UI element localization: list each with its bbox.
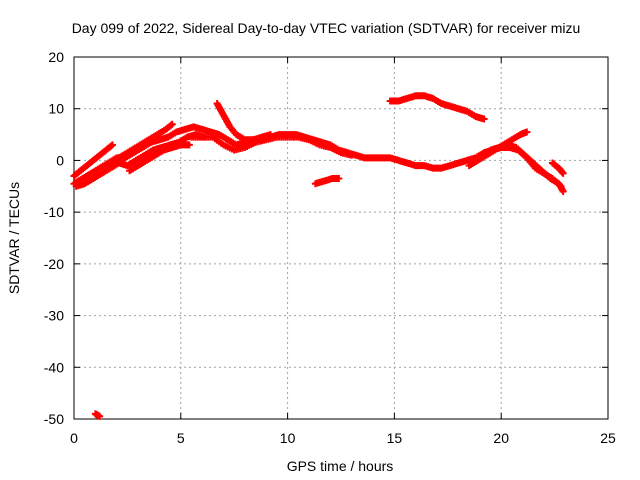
data-point [559,187,567,195]
y-tick-label: 10 [48,101,64,117]
data-point [559,169,567,177]
data-point [107,142,115,150]
data-point [480,115,488,123]
data-series-track-l [548,159,567,177]
x-tick-label: 20 [493,430,509,446]
x-tick-label: 5 [177,430,185,446]
y-tick-label: -20 [44,256,64,272]
data-series-track-e [126,141,193,175]
data-point [96,412,104,420]
x-tick-label: 25 [600,430,616,446]
data-points [70,92,567,420]
data-series-track-k [487,141,567,195]
y-axis-label: SDTVAR / TECUs [6,182,22,294]
data-series-track-g [187,133,356,159]
data-point [335,175,343,183]
y-tick-label: 20 [48,49,64,65]
data-series-track-m [91,410,104,420]
y-tick-label: 0 [56,152,64,168]
x-tick-label: 0 [70,430,78,446]
grid-lines [74,57,608,419]
data-point [108,141,116,149]
data-point [168,120,176,128]
data-point [185,141,193,149]
axis-ticks [73,56,609,420]
data-point [348,151,356,159]
y-tick-label: -40 [44,359,64,375]
data-series-track-i [386,92,488,123]
plot-frame [73,56,609,420]
tick-labels: 0 5 10 15 20 25 -50 -40 -30 -20 -10 0 10 20 [44,49,616,446]
y-tick-label: -10 [44,204,64,220]
data-point [523,128,531,136]
x-axis-label: GPS time / hours [287,458,394,474]
data-series-track-d [102,120,176,170]
x-tick-label: 15 [387,430,403,446]
y-tick-label: -50 [44,411,64,427]
data-series-track-b [70,141,116,180]
x-tick-label: 10 [280,430,296,446]
y-tick-label: -30 [44,308,64,324]
data-point [167,121,175,129]
chart-title: Day 099 of 2022, Sidereal Day-to-day VTE… [72,20,581,36]
data-series-track-h [311,175,343,188]
